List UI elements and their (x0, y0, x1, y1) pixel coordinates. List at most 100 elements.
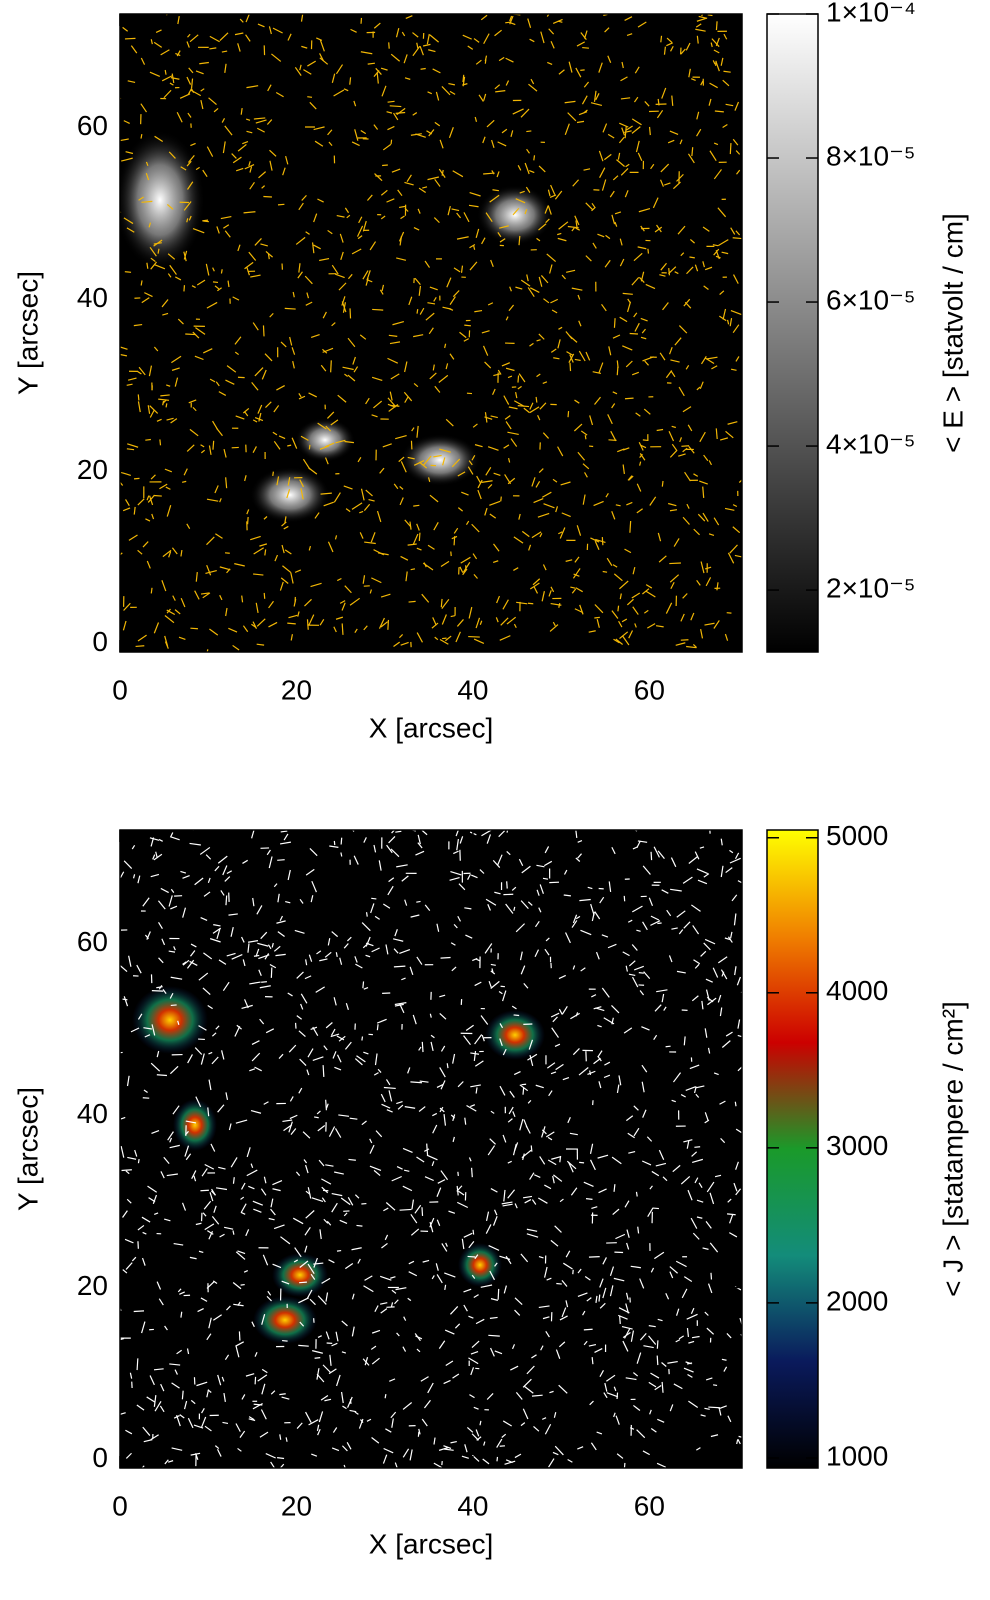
vector (263, 325, 264, 336)
vector (658, 99, 659, 106)
vector (221, 269, 222, 273)
vector (708, 15, 713, 16)
vector (182, 1391, 183, 1400)
vector (653, 1208, 659, 1209)
vector (241, 1285, 245, 1286)
vector (371, 898, 376, 899)
vector (138, 394, 139, 400)
y-axis-label: Y [arcsec] (12, 1087, 43, 1211)
vector (348, 1159, 355, 1160)
vector (134, 1311, 144, 1312)
vector (692, 4, 693, 14)
vector (254, 1404, 263, 1405)
vector (447, 1063, 448, 1068)
vector (472, 1168, 473, 1177)
vector (342, 623, 343, 634)
vector (666, 1046, 671, 1047)
vector (185, 334, 195, 335)
vector (356, 1225, 362, 1226)
vector (278, 204, 284, 205)
x-tick-label: 60 (634, 1490, 665, 1521)
colorbar-tick-label: 1000 (826, 1440, 888, 1471)
vector (160, 439, 161, 445)
vector (657, 1356, 658, 1365)
vector (413, 505, 419, 506)
vector (362, 1036, 363, 1040)
vector (314, 1117, 319, 1118)
vector (382, 165, 388, 166)
vector (464, 325, 471, 326)
vector (323, 1065, 324, 1077)
vector (735, 1102, 736, 1107)
vector (254, 955, 259, 956)
vector (287, 445, 291, 446)
vector (617, 1393, 618, 1399)
y-tick-label: 20 (77, 454, 108, 485)
vector (277, 860, 284, 861)
vector (594, 617, 599, 618)
colorbar-tick-label: 3000 (826, 1130, 888, 1161)
vector (239, 1331, 240, 1340)
vector (697, 36, 698, 44)
vector (213, 441, 214, 450)
vector (730, 143, 731, 154)
vector (350, 77, 351, 84)
vector (248, 517, 249, 524)
vector (585, 435, 586, 439)
vector (163, 401, 164, 405)
vector (568, 411, 569, 417)
vector (519, 236, 520, 245)
vector (377, 1024, 378, 1030)
vector (299, 1282, 307, 1283)
vector (518, 375, 519, 382)
vector (689, 257, 694, 258)
vector (505, 22, 511, 23)
vector (441, 957, 451, 958)
vector (203, 221, 209, 222)
vector (742, 870, 751, 872)
vector (599, 1295, 600, 1302)
vector (608, 440, 616, 441)
vector (122, 1170, 132, 1171)
vector (141, 134, 142, 138)
vector (614, 318, 615, 328)
vector (417, 309, 418, 313)
vector (157, 1075, 167, 1076)
vector (661, 36, 662, 43)
vector (184, 285, 185, 291)
vector (265, 549, 266, 555)
vector (669, 268, 670, 275)
y-tick-label: 40 (77, 1098, 108, 1129)
vector (580, 70, 584, 71)
vector (514, 1015, 520, 1016)
vector (134, 478, 139, 479)
y-tick-label: 0 (92, 626, 108, 657)
colorbar (767, 830, 818, 1468)
colorbar-tick-label: 5000 (826, 820, 888, 851)
vector (261, 982, 267, 983)
vector (556, 1284, 561, 1285)
y-axis-label: Y [arcsec] (12, 271, 43, 395)
vector (638, 1227, 639, 1234)
vector (662, 481, 663, 487)
vector (372, 309, 383, 310)
vector (590, 1071, 591, 1075)
vector (716, 61, 717, 66)
vector (285, 308, 296, 309)
vector (630, 334, 638, 335)
image-panel-top (115, 4, 744, 659)
vector (526, 131, 531, 132)
vector (498, 1289, 499, 1300)
vector (636, 1192, 637, 1197)
vector (273, 472, 274, 476)
vector (625, 398, 634, 399)
vector (630, 521, 631, 533)
vector (315, 1358, 321, 1359)
vector (307, 619, 308, 629)
colorbar-tick-label: 6×10⁻⁵ (826, 284, 915, 315)
vector (154, 495, 162, 496)
vector (242, 596, 243, 603)
x-tick-label: 20 (281, 674, 312, 705)
colorbar-tick-label: 8×10⁻⁵ (826, 140, 915, 171)
